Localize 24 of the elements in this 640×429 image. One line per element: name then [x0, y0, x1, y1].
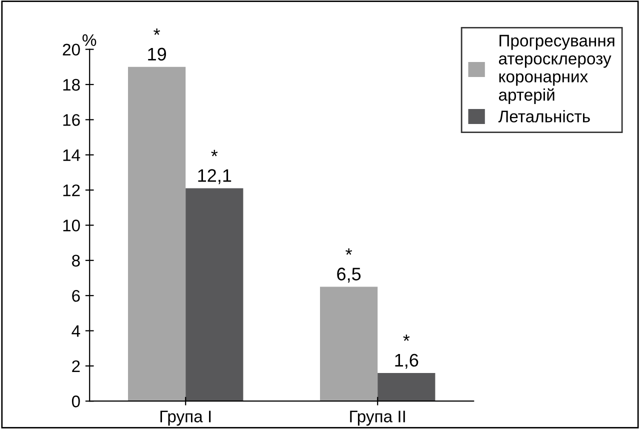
y-tick-label: 8	[72, 254, 80, 267]
data-label: * 1,6	[395, 334, 418, 369]
y-tick-label: 18	[63, 78, 80, 91]
bar	[186, 188, 244, 402]
bar	[320, 286, 378, 402]
y-tick-label: 4	[72, 325, 80, 337]
y-tick-label: 14	[63, 149, 80, 161]
legend-label: Прогресування атеросклерозу коронарних артерій	[498, 34, 614, 104]
y-tick-label: 20	[62, 44, 80, 56]
x-tick-label: Група II	[350, 410, 405, 426]
y-tick-label: 2	[72, 360, 80, 372]
data-label: * 6,5	[337, 248, 361, 283]
bar	[378, 372, 436, 402]
y-tick-label: 10	[63, 220, 80, 232]
y-tick-label: 6	[72, 290, 80, 302]
data-label: * 19	[148, 28, 166, 61]
bar	[128, 66, 186, 402]
data-label: * 12,1	[198, 150, 232, 184]
x-tick-label: Група I	[160, 410, 211, 426]
y-axis-title: %	[82, 34, 96, 46]
y-tick-label: 16	[63, 114, 80, 126]
y-tick-label: 12	[63, 184, 80, 196]
y-tick-label: 0	[72, 396, 80, 408]
legend-label: Летальність	[498, 110, 590, 122]
